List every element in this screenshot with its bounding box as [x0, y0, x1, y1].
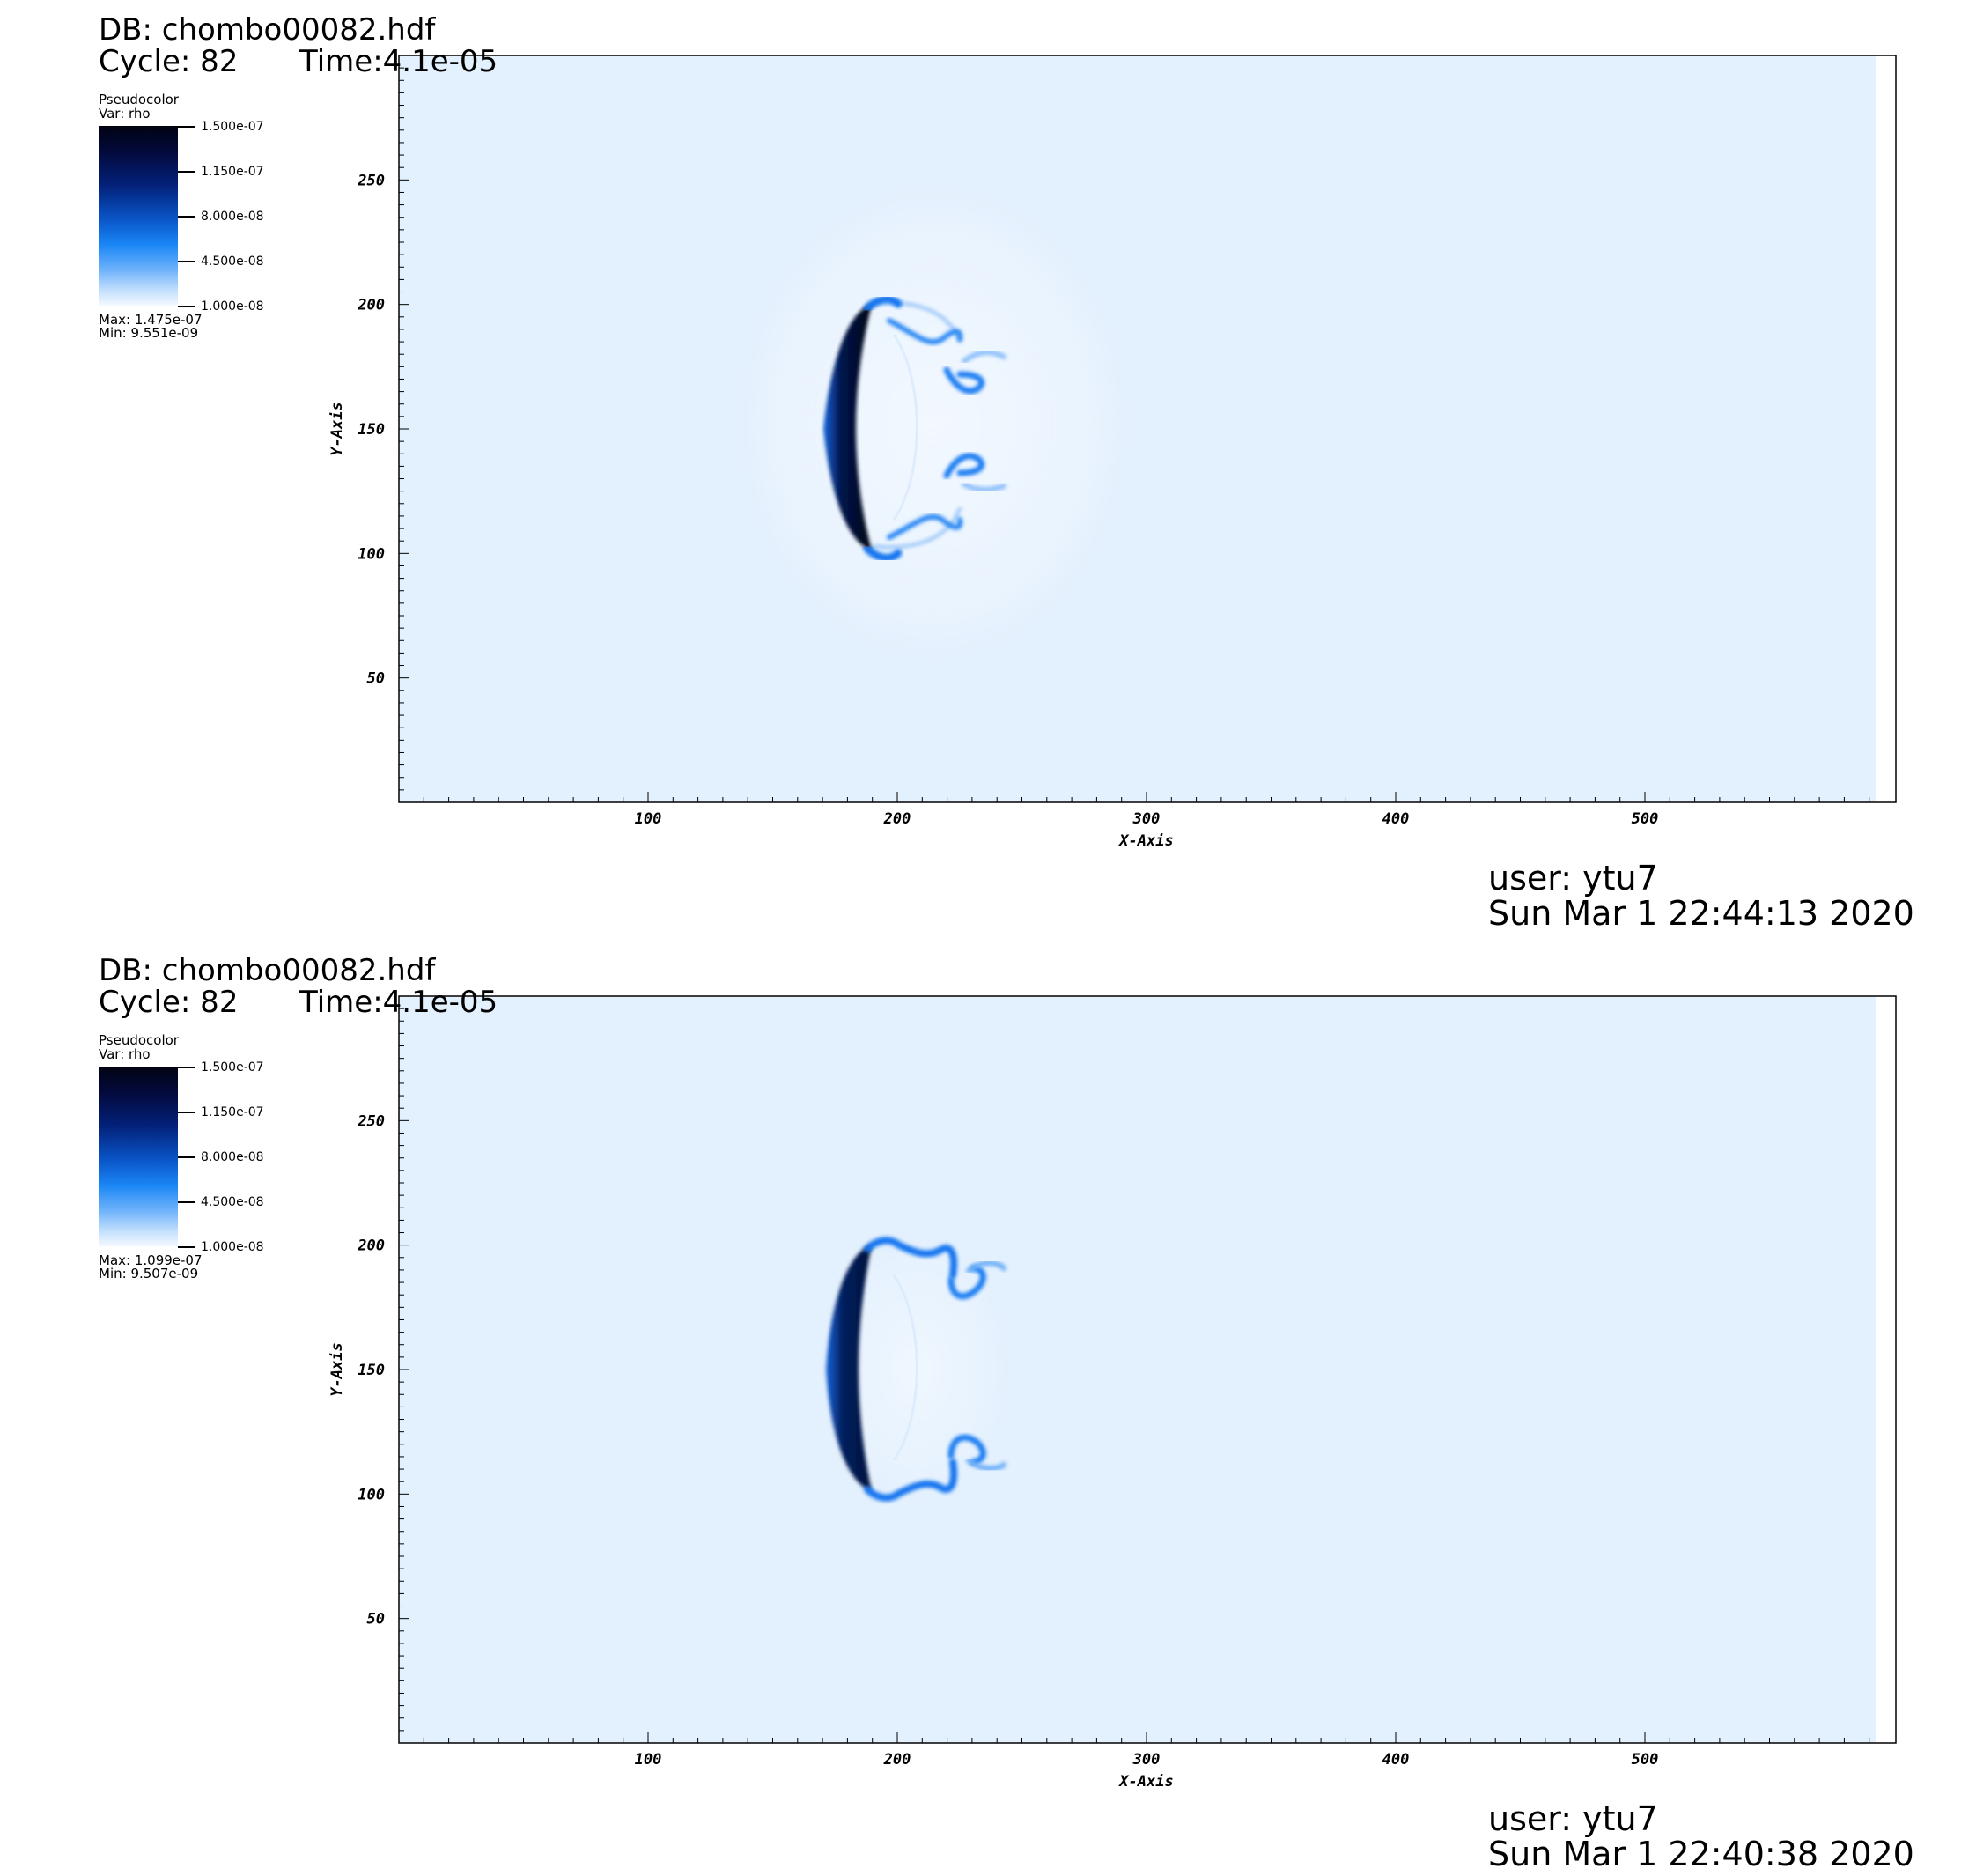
y-tick-label: 50 — [367, 670, 385, 688]
x-tick-label: 300 — [1132, 810, 1161, 828]
density-field — [399, 996, 1876, 1743]
colorbar-tick — [178, 306, 195, 307]
colorbar-label: 1.000e-08 — [201, 1240, 264, 1254]
colorbar — [99, 126, 178, 306]
user-label: user: ytu7 — [1488, 1799, 1658, 1838]
colorbar-tick — [178, 126, 195, 128]
y-tick-label: 200 — [357, 1237, 385, 1255]
x-tick-label: 300 — [1132, 1751, 1161, 1769]
colorbar-tick — [178, 216, 195, 218]
x-tick-label: 100 — [635, 1751, 662, 1769]
date-label: Sun Mar 1 22:40:38 2020 — [1488, 1835, 1914, 1873]
date-label: Sun Mar 1 22:44:13 2020 — [1488, 894, 1914, 933]
y-tick-label: 200 — [357, 297, 385, 314]
colorbar-label: 1.150e-07 — [201, 165, 264, 179]
density-feature — [810, 1220, 1021, 1519]
x-tick-label: 500 — [1632, 1751, 1659, 1769]
x-axis-title: X-Axis — [1117, 832, 1173, 850]
database-label: DB: chombo00082.hdf — [99, 12, 436, 48]
colorbar-label: 1.500e-07 — [201, 120, 264, 134]
colorbar-label: 4.500e-08 — [201, 255, 264, 269]
colorbar — [99, 1067, 178, 1246]
y-tick-label: 100 — [358, 545, 385, 563]
colorbar-tick — [178, 261, 195, 262]
axes: 100 200 300 400 500 50 100 150 200 250 — [357, 1008, 1870, 1769]
plot-area: 100 200 300 400 500 50 100 150 200 250 X-Axis Y-A… — [328, 995, 1897, 1791]
cycle-label: Cycle: 82 — [99, 985, 239, 1020]
x-tick-label: 200 — [883, 810, 911, 828]
colorbar-tick — [178, 1112, 195, 1113]
y-axis-title: Y-Axis — [328, 1342, 346, 1396]
plot-panel-2: DB: chombo00082.hdf Cycle: 82 Pseudocolo… — [0, 941, 1976, 1876]
cycle-label: Cycle: 82 — [99, 44, 239, 79]
colorbar-label: 8.000e-08 — [201, 1150, 264, 1164]
x-tick-label: 400 — [1382, 810, 1410, 828]
y-tick-label: 150 — [358, 421, 385, 439]
colorbar-tick — [178, 1201, 195, 1203]
density-feature — [722, 167, 1145, 678]
legend-min: Min: 9.551e-09 — [99, 325, 199, 341]
y-tick-label: 250 — [357, 1112, 385, 1130]
user-label: user: ytu7 — [1488, 859, 1658, 897]
time-label: Time:4.1e-05 — [299, 985, 498, 1020]
legend-min: Min: 9.507e-09 — [99, 1266, 199, 1281]
legend-max: Max: 1.475e-07 — [99, 312, 203, 328]
plot-area: 100 200 300 400 500 50 100 150 200 250 X-Axis Y-A… — [328, 55, 1897, 850]
colorbar-label: 1.000e-08 — [201, 299, 264, 314]
colorbar-label: 1.150e-07 — [201, 1105, 264, 1119]
legend-max: Max: 1.099e-07 — [99, 1252, 203, 1268]
legend-variable: Var: rho — [99, 1046, 151, 1062]
x-tick-label: 100 — [635, 810, 662, 828]
legend-variable: Var: rho — [99, 106, 151, 122]
database-label: DB: chombo00082.hdf — [99, 953, 436, 988]
colorbar-tick — [178, 1067, 195, 1068]
legend-title: Pseudocolor — [99, 1032, 179, 1048]
plot-panel-1: DB: chombo00082.hdf Cycle: 82 Pseudocolo… — [0, 0, 1976, 935]
colorbar-label: 8.000e-08 — [201, 210, 264, 224]
x-tick-label: 500 — [1632, 810, 1659, 828]
y-tick-label: 50 — [367, 1611, 385, 1629]
colorbar-tick — [178, 1156, 195, 1158]
y-tick-label: 100 — [358, 1486, 385, 1503]
time-label: Time:4.1e-05 — [299, 44, 498, 79]
x-tick-label: 400 — [1382, 1751, 1410, 1769]
colorbar-tick — [178, 1246, 195, 1248]
legend-title: Pseudocolor — [99, 92, 179, 107]
colorbar-label: 4.500e-08 — [201, 1195, 264, 1209]
axes: 100 200 300 400 500 50 100 150 200 250 — [357, 67, 1870, 828]
y-tick-label: 150 — [358, 1362, 385, 1379]
y-axis-title: Y-Axis — [328, 402, 346, 455]
x-tick-label: 200 — [883, 1751, 911, 1769]
y-tick-label: 250 — [357, 172, 385, 189]
colorbar-label: 1.500e-07 — [201, 1060, 264, 1075]
x-axis-title: X-Axis — [1117, 1773, 1173, 1791]
colorbar-tick — [178, 171, 195, 173]
